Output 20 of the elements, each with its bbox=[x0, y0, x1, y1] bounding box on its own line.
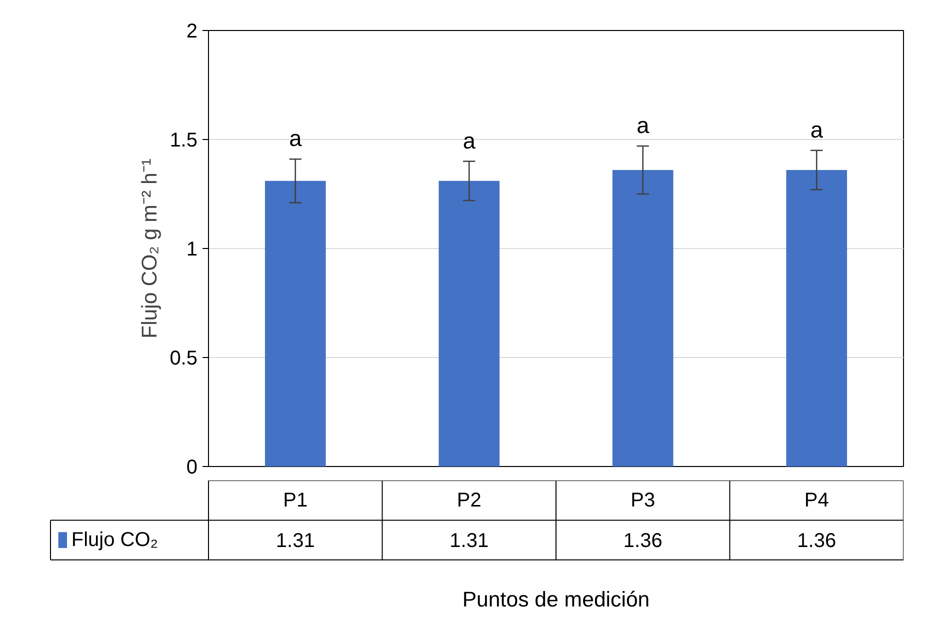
y-axis-title: Flujo CO₂ g m⁻² h⁻¹ bbox=[138, 158, 162, 338]
data-label: 1.31 bbox=[450, 530, 489, 552]
annotation: a bbox=[289, 125, 302, 152]
data-label: 1.36 bbox=[623, 530, 662, 552]
x-tick-label: P2 bbox=[456, 489, 482, 512]
annotation: a bbox=[636, 112, 650, 138]
x-tick-label: P4 bbox=[804, 489, 829, 512]
x-axis-title: Puntos de medición bbox=[462, 588, 650, 612]
y-tick-label: 0 bbox=[186, 456, 198, 478]
data-label: 1.31 bbox=[276, 530, 315, 552]
legend-label: Flujo CO₂ bbox=[71, 529, 158, 552]
x-tick-label: P3 bbox=[630, 489, 656, 512]
data-label: 1.36 bbox=[797, 530, 836, 552]
annotation: a bbox=[810, 116, 824, 142]
x-tick-label: P1 bbox=[283, 489, 308, 512]
y-tick-label: 0.5 bbox=[170, 348, 198, 370]
y-tick-label: 1.5 bbox=[170, 130, 198, 152]
y-tick-label: 1 bbox=[186, 238, 198, 260]
y-tick-label: 2 bbox=[186, 20, 198, 42]
annotation: a bbox=[462, 127, 476, 154]
